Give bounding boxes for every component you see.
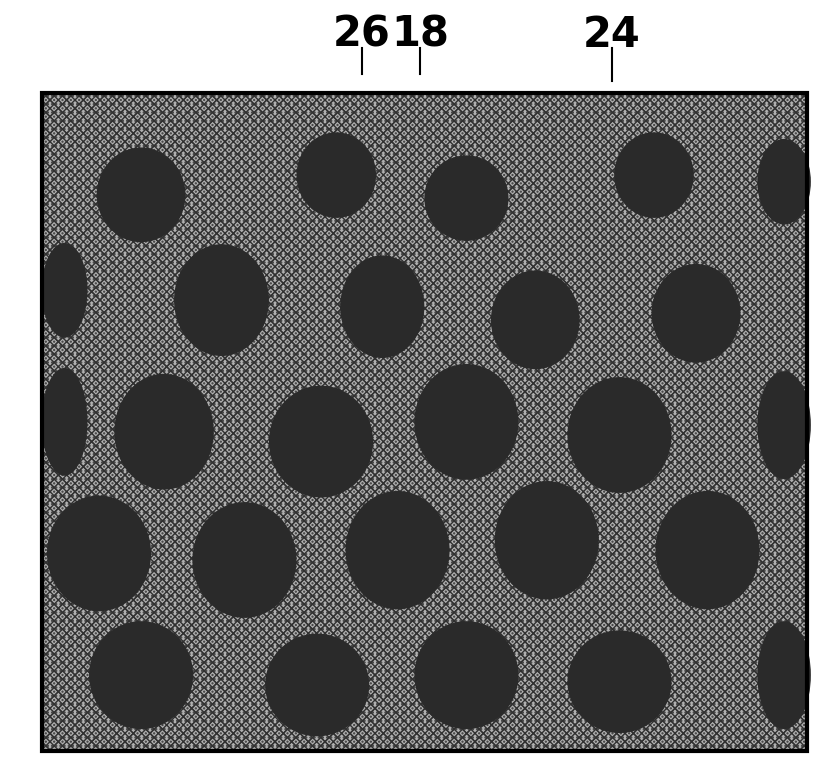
Ellipse shape	[414, 622, 518, 729]
Text: 18: 18	[391, 14, 449, 56]
Ellipse shape	[42, 243, 87, 337]
Text: 24: 24	[582, 14, 641, 56]
Ellipse shape	[192, 502, 296, 618]
Bar	[42, 93, 807, 751]
Ellipse shape	[265, 634, 369, 736]
Ellipse shape	[340, 255, 424, 358]
Text: 26: 26	[333, 14, 391, 56]
Ellipse shape	[651, 264, 740, 362]
Ellipse shape	[656, 491, 760, 609]
Ellipse shape	[495, 481, 599, 599]
Bar	[42, 93, 807, 751]
Ellipse shape	[42, 368, 87, 476]
Bar	[42, 93, 807, 751]
Ellipse shape	[97, 148, 186, 242]
Ellipse shape	[757, 622, 811, 729]
Ellipse shape	[345, 491, 449, 609]
Ellipse shape	[424, 156, 508, 241]
Bar	[42, 93, 807, 751]
Ellipse shape	[491, 271, 580, 369]
Ellipse shape	[174, 244, 269, 356]
Ellipse shape	[757, 372, 811, 479]
Ellipse shape	[296, 132, 376, 218]
Ellipse shape	[414, 364, 518, 480]
Ellipse shape	[567, 630, 671, 733]
Bar	[42, 93, 807, 751]
Ellipse shape	[47, 495, 151, 611]
Ellipse shape	[269, 385, 373, 498]
Ellipse shape	[89, 622, 193, 729]
Ellipse shape	[114, 374, 214, 490]
Ellipse shape	[757, 139, 811, 224]
Ellipse shape	[614, 132, 694, 218]
Ellipse shape	[567, 377, 671, 493]
Bar	[42, 93, 807, 751]
